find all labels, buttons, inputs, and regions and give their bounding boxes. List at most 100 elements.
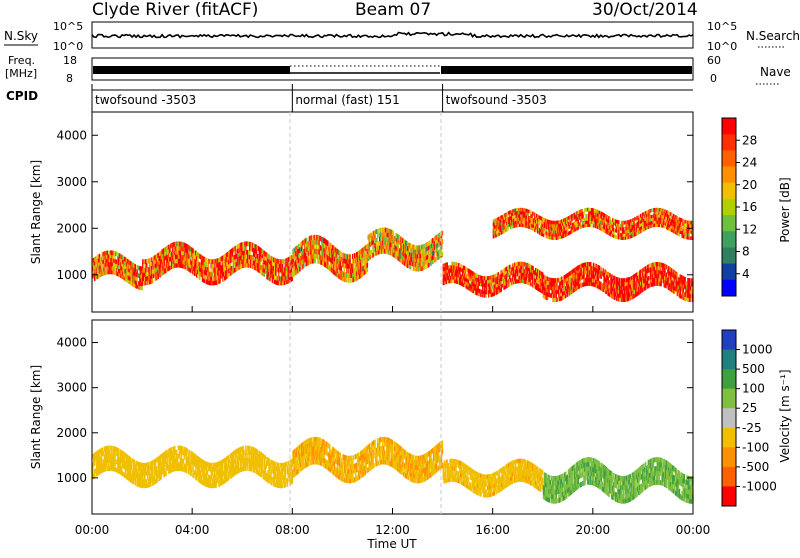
heatmap-cell [539, 222, 541, 226]
heatmap-cell [682, 219, 684, 223]
heatmap-cell [459, 264, 461, 268]
heatmap-cell [618, 220, 620, 224]
nsky-label: N.Sky [4, 29, 38, 43]
heatmap-cell [640, 229, 642, 233]
heatmap-cell [179, 454, 181, 459]
heatmap-cell [182, 446, 184, 451]
heatmap-cell [555, 294, 557, 298]
heatmap-cell [557, 236, 559, 240]
heatmap-cell [142, 475, 144, 480]
heatmap-cell [671, 268, 673, 272]
heatmap-cell [341, 256, 343, 261]
heatmap-cell [419, 245, 421, 250]
heatmap-cell [485, 294, 487, 298]
heatmap-cell [130, 457, 132, 462]
heatmap-cell [660, 282, 662, 286]
heatmap-cell [654, 224, 656, 228]
heatmap-cell [590, 262, 592, 266]
heatmap-cell [385, 228, 387, 233]
heatmap-cell [414, 245, 416, 250]
heatmap-cell [493, 278, 495, 282]
heatmap-cell [345, 277, 347, 282]
heatmap-cell [377, 233, 379, 238]
heatmap-cell [599, 266, 601, 270]
freq-block-right [441, 66, 692, 74]
heatmap-cell [494, 292, 496, 296]
heatmap-cell [603, 268, 605, 272]
heatmap-cell [160, 475, 162, 480]
heatmap-cell [169, 261, 171, 266]
heatmap-cell [685, 281, 687, 285]
heatmap-cell [372, 240, 374, 245]
heatmap-cell [456, 262, 458, 266]
heatmap-cell [509, 265, 511, 269]
heatmap-cell [605, 270, 607, 274]
heatmap-cell [157, 478, 159, 483]
heatmap-cell [648, 276, 650, 280]
y-tick-label: 2000 [56, 221, 87, 235]
heatmap-cell [206, 262, 208, 267]
heatmap-cell [517, 269, 519, 273]
heatmap-cell [143, 264, 145, 269]
heatmap-cell [108, 450, 110, 455]
heatmap-cell [543, 233, 545, 237]
nave-tick-bottom: 0 [710, 72, 717, 85]
heatmap-cell [308, 255, 310, 260]
heatmap-cell [684, 277, 686, 281]
heatmap-cell [150, 482, 152, 487]
heatmap-cell [519, 276, 521, 280]
heatmap-cell [651, 209, 653, 213]
heatmap-cell [192, 253, 194, 258]
heatmap-cell [308, 251, 310, 256]
heatmap-cell [134, 481, 136, 486]
heatmap-cell [393, 231, 395, 236]
heatmap-cell [118, 452, 120, 457]
heatmap-cell [219, 279, 221, 284]
cpid-label: CPID [6, 89, 38, 103]
heatmap-cell [94, 277, 96, 281]
heatmap-cell [299, 266, 301, 271]
cpid-segment-label: twofsound -3503 [446, 93, 547, 107]
heatmap-cell [537, 224, 539, 228]
cpid-segment-label: twofsound -3503 [95, 93, 196, 107]
heatmap-cell [650, 275, 652, 279]
heatmap-cell [432, 259, 434, 264]
heatmap-cell [654, 262, 656, 266]
heatmap-cell [553, 282, 555, 286]
heatmap-cell [211, 259, 213, 264]
heatmap-cell [603, 223, 605, 227]
heatmap-cell [456, 266, 458, 270]
freq-tick-bottom: 8 [66, 72, 73, 85]
heatmap-cell [228, 273, 230, 278]
heatmap-cell [677, 273, 679, 277]
heatmap-cell [593, 263, 595, 267]
heatmap-cell [461, 264, 463, 268]
heatmap-cell [544, 225, 546, 229]
heatmap-cell [493, 235, 495, 239]
heatmap-cell [565, 294, 567, 298]
power-panel-background [92, 112, 693, 312]
heatmap-cell [609, 273, 611, 277]
heatmap-cell [211, 471, 213, 476]
power-ylabel: Slant Range [km] [29, 160, 43, 264]
heatmap-cell [268, 255, 270, 260]
heatmap-cell [158, 274, 160, 279]
heatmap-cell [529, 210, 531, 214]
heatmap-cell [257, 254, 259, 259]
heatmap-cell [583, 212, 585, 216]
heatmap-cell [146, 263, 148, 268]
heatmap-cell [101, 456, 103, 461]
y-tick-label: 1000 [56, 268, 87, 282]
heatmap-cell [479, 289, 481, 293]
heatmap-cell [510, 226, 512, 230]
heatmap-cell [163, 261, 165, 266]
heatmap-cell [277, 276, 279, 281]
heatmap-cell [689, 282, 691, 286]
heatmap-cell [690, 294, 692, 298]
heatmap-cell [450, 279, 452, 283]
heatmap-cell [367, 262, 369, 267]
heatmap-cell [246, 241, 248, 246]
heatmap-cell [619, 282, 621, 286]
heatmap-cell [519, 214, 521, 218]
